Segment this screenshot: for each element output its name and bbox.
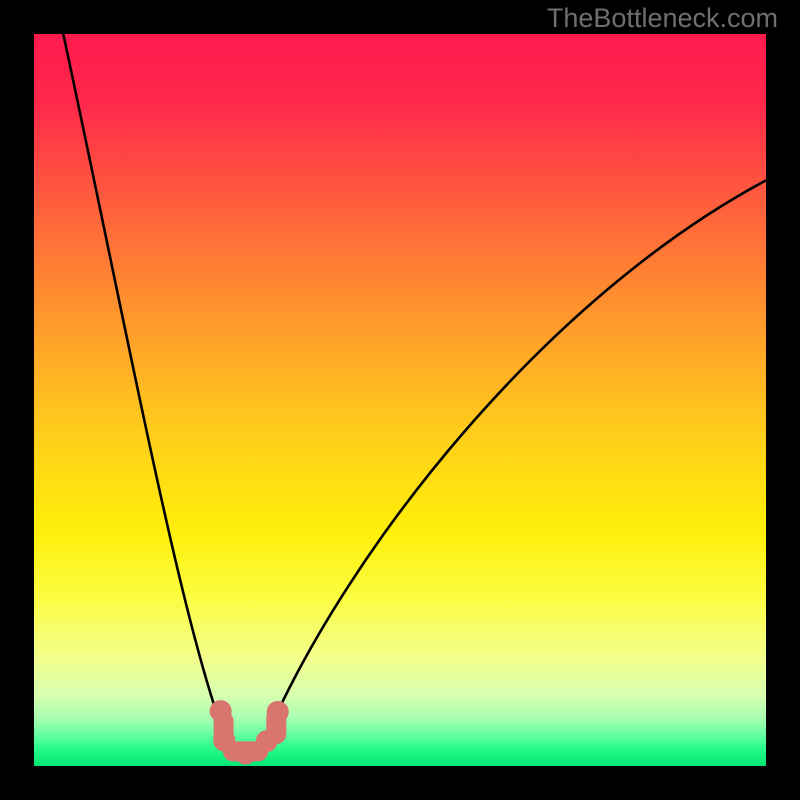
bottleneck-curve-path	[63, 34, 766, 757]
marker-dot	[267, 701, 289, 723]
watermark-text: TheBottleneck.com	[547, 3, 778, 34]
marker-dot	[235, 743, 257, 765]
marker-dot	[256, 730, 278, 752]
marker-dot	[213, 729, 235, 751]
marker-dot	[210, 700, 232, 722]
bottleneck-curve	[34, 34, 766, 766]
plot-area	[34, 34, 766, 766]
